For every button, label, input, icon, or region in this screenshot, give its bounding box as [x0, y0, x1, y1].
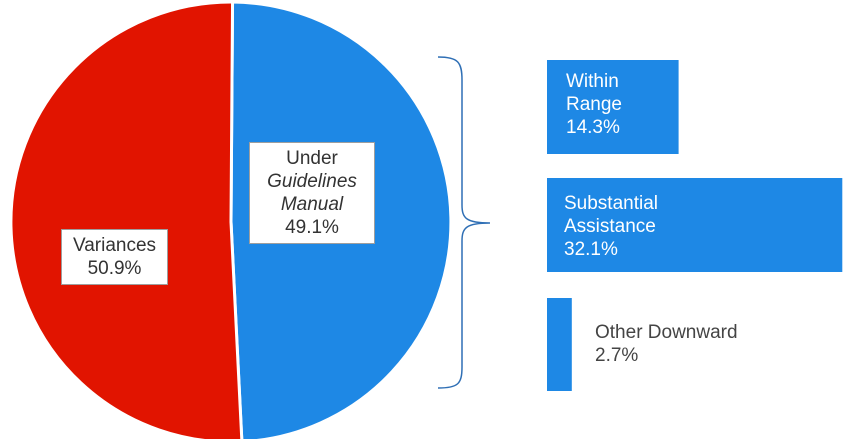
variances-label-name: Variances	[72, 235, 157, 256]
bar-substantial-assistance	[547, 178, 843, 272]
variances-label-pct: 50.9%	[87, 258, 142, 279]
bar-label-within-pct: 14.3%	[566, 117, 620, 138]
bar-label-other-line1: Other Downward	[595, 322, 738, 343]
guidelines-label-pct: 49.1%	[285, 217, 339, 238]
bar-label-substantial-pct: 32.1%	[564, 239, 618, 260]
bar-chart	[547, 60, 843, 391]
guidelines-label: Under Guidelines Manual 49.1%	[249, 142, 375, 244]
bar-within-range	[547, 60, 679, 154]
guidelines-label-line2: Guidelines	[267, 171, 357, 192]
guidelines-label-line3: Manual	[280, 194, 344, 215]
pie-chart	[9, 0, 453, 439]
bar-label-within-range: Within Range 14.3%	[566, 70, 622, 139]
bracket	[437, 56, 491, 389]
bar-label-within-line1: Within	[566, 71, 619, 92]
bar-label-other-pct: 2.7%	[595, 345, 639, 366]
bar-label-within-line2: Range	[566, 94, 622, 115]
bar-label-substantial-line1: Substantial	[564, 193, 659, 214]
bar-label-other-downward: Other Downward 2.7%	[595, 321, 738, 367]
guidelines-label-line1: Under	[286, 148, 338, 169]
bar-other-downward	[547, 298, 572, 391]
pie-slice-variances	[9, 0, 244, 439]
bar-label-substantial-assistance: Substantial Assistance 32.1%	[564, 192, 658, 261]
variances-label: Variances 50.9%	[61, 229, 168, 285]
bar-label-substantial-line2: Assistance	[564, 216, 656, 237]
